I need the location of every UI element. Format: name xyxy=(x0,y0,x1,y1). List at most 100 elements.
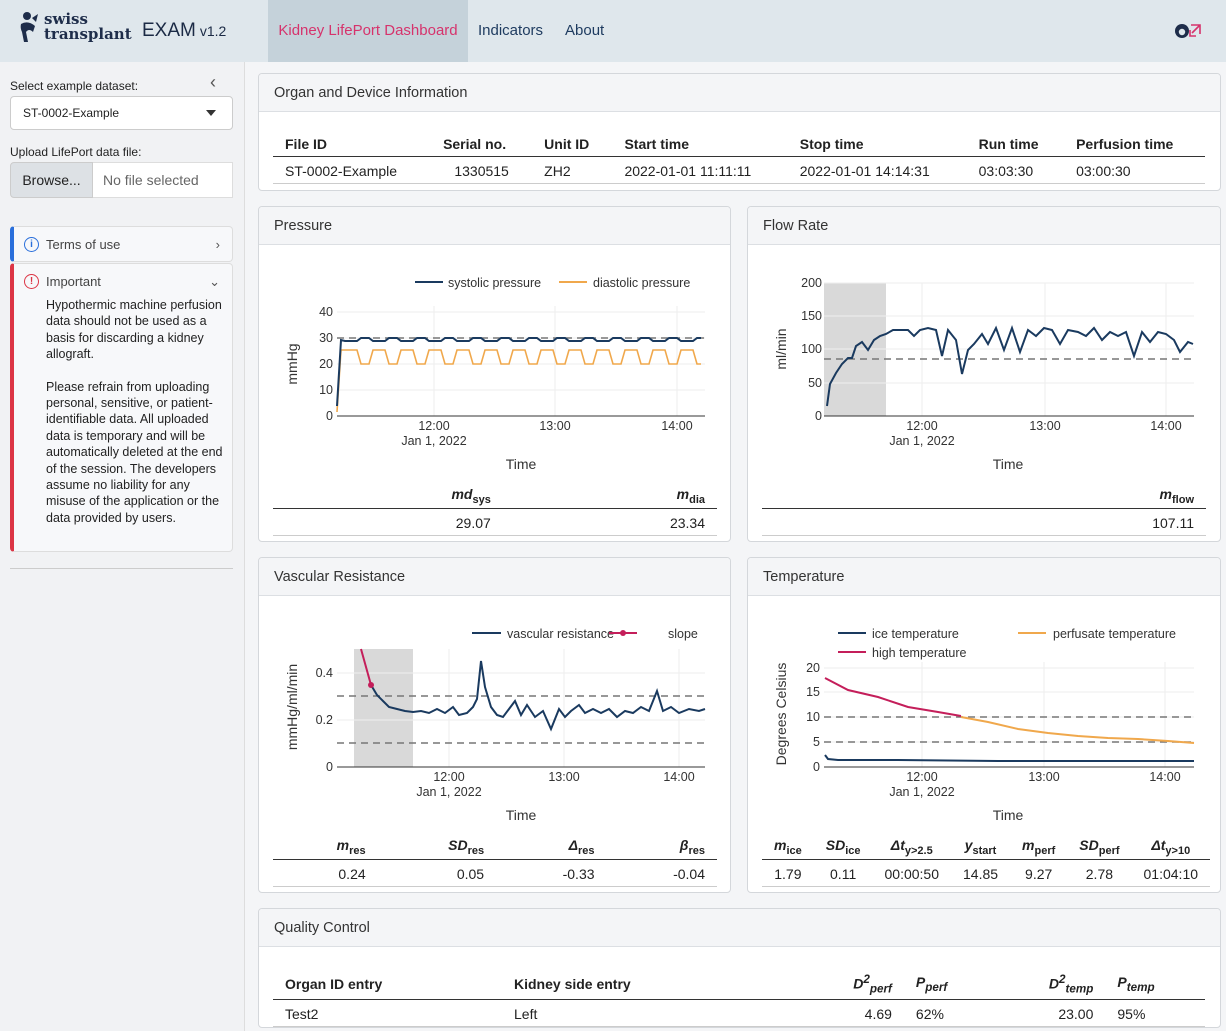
svg-text:150: 150 xyxy=(801,309,822,323)
table-cell: 4.69 xyxy=(802,999,904,1027)
svg-text:0.4: 0.4 xyxy=(316,666,333,680)
dataset-label: Select example dataset: xyxy=(10,79,139,93)
table-cell: 2.78 xyxy=(1067,859,1132,887)
svg-text:10: 10 xyxy=(806,710,820,724)
svg-text:13:00: 13:00 xyxy=(1028,770,1059,784)
temperature-stats-table: mice SDice Δty>2.5 ystart mperf SDperf Δty>10 … xyxy=(762,832,1211,887)
y-axis-title: mmHg xyxy=(284,343,300,384)
svg-text:0.2: 0.2 xyxy=(316,713,333,727)
svg-text:0: 0 xyxy=(813,760,820,774)
svg-text:14:00: 14:00 xyxy=(661,419,692,433)
svg-text:12:00: 12:00 xyxy=(906,770,937,784)
table-cell: 03:03:30 xyxy=(966,156,1065,184)
table-header: Start time xyxy=(612,130,788,157)
table-cell: 62% xyxy=(903,999,994,1027)
tab-about[interactable]: About xyxy=(565,22,605,39)
table-cell: 9.27 xyxy=(1010,859,1068,887)
table-cell: 0.11 xyxy=(813,859,873,887)
table-cell: 1330515 xyxy=(431,156,533,184)
svg-text:perfusate temperature: perfusate temperature xyxy=(1053,627,1176,641)
svg-text:13:00: 13:00 xyxy=(1029,419,1060,433)
dataset-select[interactable]: ST-0002-Example xyxy=(10,96,233,130)
tab-indicators[interactable]: Indicators xyxy=(478,22,544,39)
svg-text:Time: Time xyxy=(506,807,537,823)
table-cell: 03:00:30 xyxy=(1064,156,1205,184)
table-header: Run time xyxy=(966,130,1065,157)
table-cell: ST-0002-Example xyxy=(273,156,432,184)
pressure-chart[interactable]: systolic pressure diastolic pressure 0 10… xyxy=(259,246,730,476)
flow-rate-card: Flow Rate 0 50 100 150 200 12:00 13:00 14:00 J… xyxy=(747,206,1221,542)
card-title: Vascular Resistance xyxy=(259,558,730,596)
table-cell: 23.34 xyxy=(502,508,717,536)
table-cell: 107.11 xyxy=(762,508,1206,536)
chevron-down-icon: ⌄ xyxy=(209,274,220,289)
app-title: EXAM v1.2 xyxy=(142,20,227,41)
temperature-card: Temperature ice temperature perfusate te… xyxy=(747,557,1221,893)
svg-text:15: 15 xyxy=(806,685,820,699)
temperature-chart[interactable]: ice temperature perfusate temperature hi… xyxy=(748,597,1220,827)
svg-text:slope: slope xyxy=(668,627,698,641)
svg-text:5: 5 xyxy=(813,735,820,749)
github-icon[interactable] xyxy=(1174,22,1204,40)
ice-series xyxy=(824,754,1194,762)
table-cell: 23.00 xyxy=(994,999,1106,1027)
svg-text:14:00: 14:00 xyxy=(1149,770,1180,784)
y-ticks: 0 10 20 30 40 xyxy=(319,305,333,423)
card-title: Flow Rate xyxy=(748,207,1220,245)
svg-text:30: 30 xyxy=(319,331,333,345)
svg-text:12:00: 12:00 xyxy=(418,419,449,433)
collapse-sidebar-icon[interactable]: ‹ xyxy=(210,72,216,92)
svg-text:200: 200 xyxy=(801,276,822,290)
table-cell: 2022-01-01 11:11:11 xyxy=(612,156,788,184)
resistance-stats-table: mres SDres Δres βres 0.24 0.05 -0.33 -0.04 xyxy=(273,832,717,887)
table-cell: Test2 xyxy=(273,999,502,1027)
table-cell: 0.24 xyxy=(273,859,378,887)
svg-text:mmHg/ml/min: mmHg/ml/min xyxy=(284,664,300,750)
card-title: Quality Control xyxy=(259,909,1220,947)
important-title: Important xyxy=(46,274,101,289)
table-cell: 01:04:10 xyxy=(1131,859,1211,887)
svg-text:100: 100 xyxy=(801,342,822,356)
table-cell: 0.05 xyxy=(377,859,497,887)
alert-icon: ! xyxy=(24,274,39,289)
flow-stats-table: mflow 107.11 xyxy=(762,481,1206,536)
brand-logo[interactable]: swiss transplant xyxy=(18,10,132,44)
swisstransplant-logo-icon xyxy=(20,12,38,42)
legend-systolic: systolic pressure xyxy=(448,276,541,290)
pressure-card: Pressure systolic pressure diastolic pre… xyxy=(258,206,731,542)
organ-device-card: Organ and Device Information File ID Ser… xyxy=(258,73,1221,191)
svg-text:10: 10 xyxy=(319,383,333,397)
svg-text:12:00: 12:00 xyxy=(433,770,464,784)
perfusate-series xyxy=(960,716,1195,744)
chevron-right-icon: › xyxy=(215,237,220,252)
tab-kidney-lifeport-dashboard[interactable]: Kidney LifePort Dashboard xyxy=(268,0,468,62)
card-title: Pressure xyxy=(259,207,730,245)
table-cell: Left xyxy=(502,999,802,1027)
table-cell: 95% xyxy=(1105,999,1205,1027)
navbar: swiss transplant EXAM v1.2 Kidney LifePort… xyxy=(0,0,1226,62)
svg-text:12:00: 12:00 xyxy=(906,419,937,433)
file-name-field[interactable]: No file selected xyxy=(93,162,233,198)
upload-label: Upload LifePort data file: xyxy=(10,145,142,159)
important-accordion[interactable]: ! Important ⌄ Hypothermic machine perfus… xyxy=(10,263,233,552)
svg-text:Jan 1, 2022: Jan 1, 2022 xyxy=(889,434,954,448)
terms-title: Terms of use xyxy=(46,237,121,252)
svg-text:0: 0 xyxy=(326,760,333,774)
resistance-chart[interactable]: vascular resistance slope 0 0.2 0.4 12:00 1… xyxy=(259,597,730,827)
card-title: Organ and Device Information xyxy=(259,74,1220,112)
terms-of-use-accordion[interactable]: i Terms of use › xyxy=(10,226,233,262)
table-header: Organ ID entry xyxy=(273,967,502,1001)
svg-text:vascular resistance: vascular resistance xyxy=(507,627,614,641)
resistance-series xyxy=(370,660,706,732)
legend: systolic pressure diastolic pressure xyxy=(415,276,690,290)
svg-text:ice temperature: ice temperature xyxy=(872,627,959,641)
legend: ice temperature perfusate temperature hi… xyxy=(838,627,1176,660)
svg-text:Time: Time xyxy=(993,807,1024,823)
svg-text:Jan 1, 2022: Jan 1, 2022 xyxy=(401,434,466,448)
browse-button[interactable]: Browse... xyxy=(10,162,93,198)
card-title: Temperature xyxy=(748,558,1220,596)
svg-text:13:00: 13:00 xyxy=(539,419,570,433)
table-header: Unit ID xyxy=(532,130,613,157)
flow-chart[interactable]: 0 50 100 150 200 12:00 13:00 14:00 Jan 1, 2022… xyxy=(748,246,1220,476)
important-text: Hypothermic machine perfusion data shoul… xyxy=(46,298,223,525)
